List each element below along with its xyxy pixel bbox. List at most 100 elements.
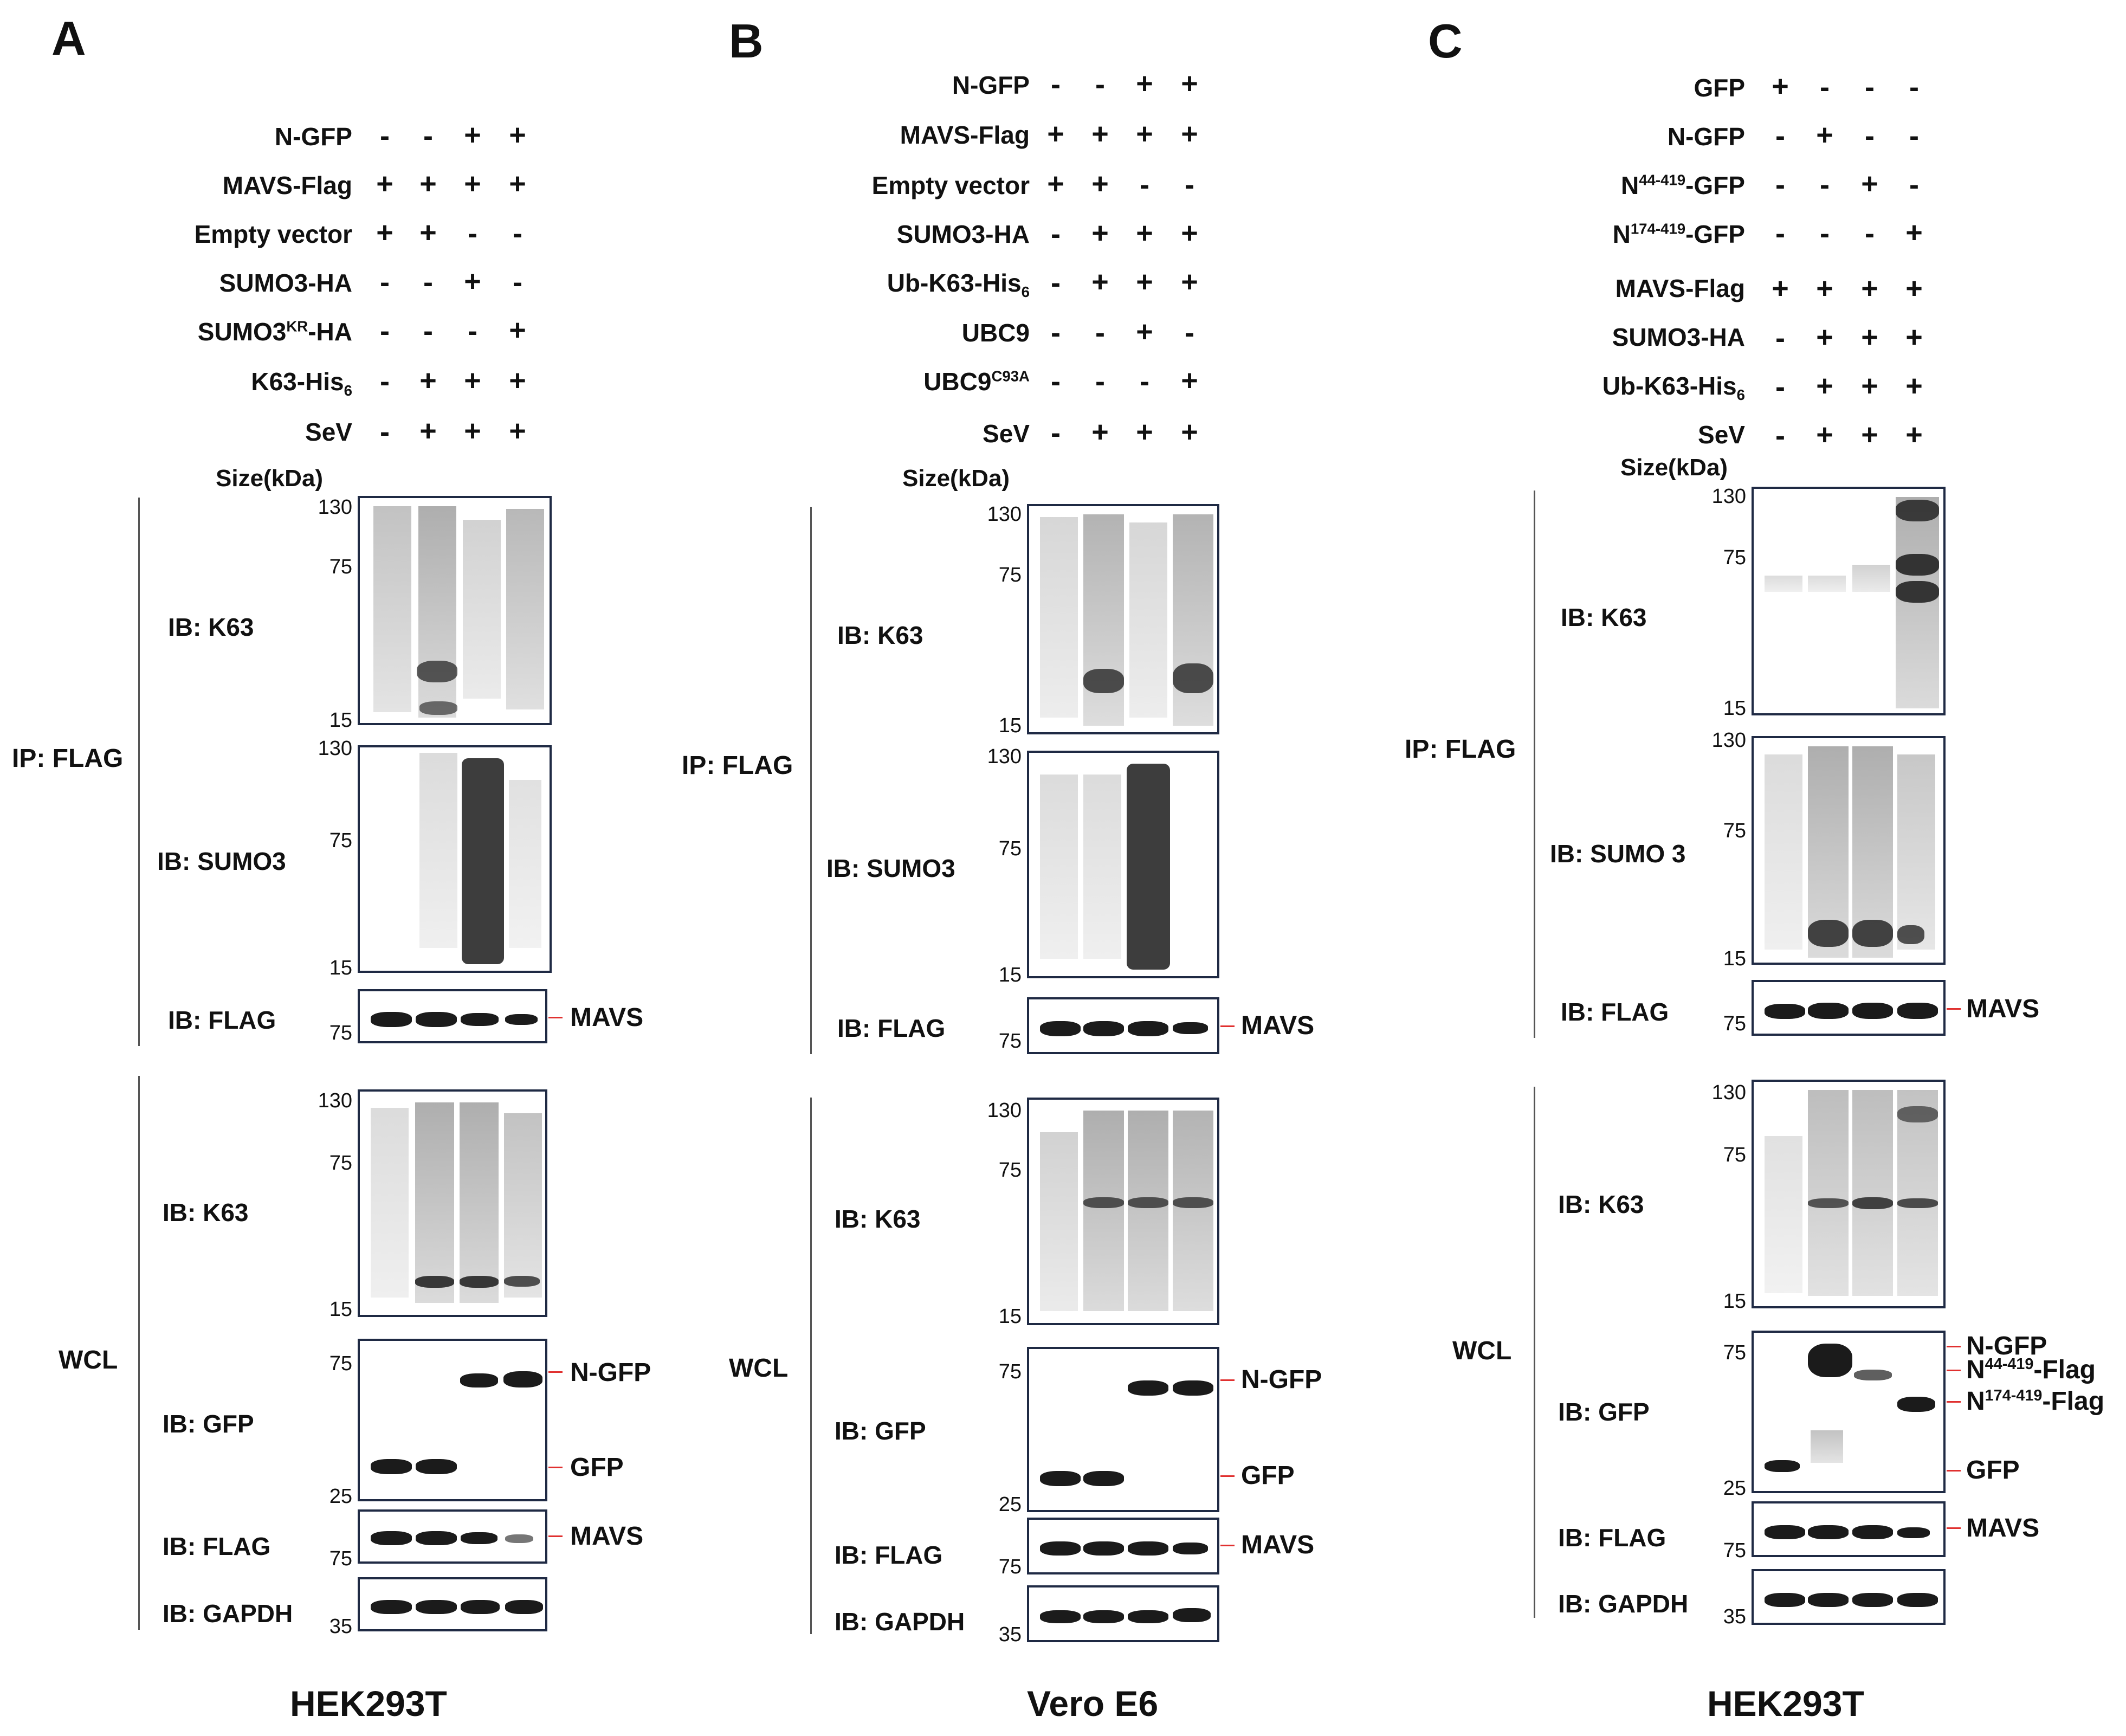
condition-sign: + [1047,167,1064,200]
mw-label: 15 [329,957,352,979]
condition-sign: + [1772,70,1789,102]
condition-sign: + [1047,118,1064,150]
condition-sign: - [1865,120,1875,152]
condition-label: SUMO3-HA [896,220,1030,248]
condition-sign: - [1775,217,1785,250]
mw-label: 75 [998,1360,1022,1383]
condition-sign: - [380,416,390,448]
condition-sign: + [1091,416,1109,448]
condition-sign: + [509,119,526,151]
condition-sign: - [423,120,433,152]
mw-label: 75 [998,1556,1022,1578]
condition-sign: - [1051,317,1061,349]
condition-label: GFP [1694,74,1745,102]
mw-label: 75 [329,1547,352,1570]
band-marker: MAVS [1241,1531,1315,1559]
condition-sign: - [380,365,390,398]
band-marker: N-GFP [1966,1332,2047,1360]
band-marker: N-GFP [1241,1365,1322,1394]
mw-label: 35 [329,1615,352,1638]
condition-sign: - [380,120,390,152]
blot-ip-sumo3-a [358,745,552,973]
condition-sign: + [1861,321,1878,353]
mw-label: 130 [987,1099,1022,1122]
condition-label: Empty vector [871,171,1030,199]
condition-sign: - [1051,267,1061,299]
condition-label: Ub-K63-His6 [887,269,1030,301]
mw-label: 130 [1711,485,1746,508]
band-marker: N-GFP [570,1358,651,1387]
condition-sign: - [380,315,390,347]
cell-line-c: HEK293T [1707,1683,1864,1724]
band-marker: MAVS [1966,1514,2040,1543]
mw-label: 75 [329,1352,352,1375]
mw-label: 15 [1723,947,1746,970]
ib-label: IB: FLAG [1558,1524,1666,1552]
band-marker: MAVS [1241,1011,1315,1040]
mw-label: 75 [329,556,352,578]
condition-sign: + [1905,272,1923,305]
condition-sign: - [1775,371,1785,403]
cell-line-a: HEK293T [290,1683,447,1724]
ib-label: IB: K63 [163,1198,249,1227]
condition-label: Empty vector [194,220,352,248]
band-marker: MAVS [1966,995,2040,1023]
condition-sign: + [1861,167,1878,200]
wcl-bracket-b [810,1098,812,1634]
condition-sign: + [1136,266,1153,298]
mw-label: 15 [1723,697,1746,720]
panel-letter-b: B [729,14,764,68]
condition-sign: - [1909,169,1919,201]
wcl-label-a: WCL [59,1346,118,1374]
condition-sign: + [1136,118,1153,150]
condition-sign: - [1051,218,1061,250]
band-marker: GFP [570,1453,624,1482]
mw-label: 75 [1723,1012,1746,1035]
condition-label: N-GFP [1667,122,1745,151]
condition-sign: - [1865,217,1875,250]
mw-label: 75 [998,564,1022,586]
condition-sign: - [1140,365,1149,398]
condition-label: MAVS-Flag [1615,274,1745,302]
blot-wcl-k63-b [1027,1098,1219,1325]
wcl-label-c: WCL [1452,1337,1512,1365]
ib-label: IB: SUMO3 [157,847,286,875]
blot-wcl-gfp-c [1752,1331,1946,1493]
condition-sign: + [464,415,481,447]
condition-sign: + [1905,418,1923,451]
ib-label: IB: GFP [1558,1398,1650,1426]
blot-wcl-gapdh-b [1027,1585,1219,1642]
mw-label: 130 [318,496,352,519]
ib-label: IB: GAPDH [835,1608,965,1636]
condition-sign: - [468,217,477,250]
panel-letter-c: C [1428,14,1463,68]
condition-label: SUMO3-HA [1612,323,1745,351]
condition-sign: - [380,266,390,299]
blot-ip-sumo3-b [1027,751,1219,978]
condition-sign: - [468,315,477,347]
ib-label: IB: K63 [168,613,254,641]
condition-sign: - [1820,169,1830,201]
mw-label: 25 [1723,1477,1746,1500]
condition-label: UBC9 [961,319,1030,347]
blot-ip-k63-b [1027,504,1219,734]
condition-sign: - [513,217,522,250]
ib-label: IB: SUMO3 [826,854,955,882]
mw-label: 75 [1723,1539,1746,1562]
blot-ip-flag-a [358,989,547,1043]
mw-label: 130 [987,745,1022,768]
band-marker: MAVS [570,1522,644,1551]
condition-sign: + [419,216,437,249]
ip-label-a: IP: FLAG [12,744,124,773]
ib-label: IB: K63 [837,621,923,649]
condition-sign: + [1181,364,1198,397]
condition-sign: - [1185,317,1194,349]
mw-label: 130 [1711,729,1746,752]
ip-bracket-b [810,507,812,1054]
condition-sign: + [509,167,526,200]
condition-sign: + [509,415,526,447]
condition-sign: - [1865,71,1875,104]
blot-wcl-flag-c [1752,1501,1946,1557]
condition-label: N-GFP [952,71,1030,99]
condition-sign: + [1136,217,1153,249]
